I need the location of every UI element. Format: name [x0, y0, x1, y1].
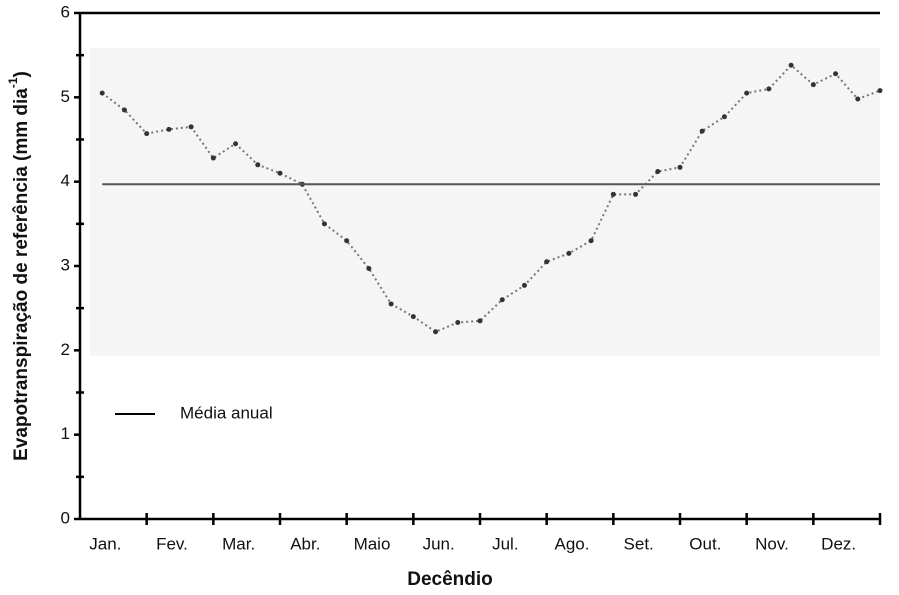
- x-tick-label: Nov.: [755, 534, 789, 553]
- y-tick-label: 5: [61, 87, 70, 106]
- data-point: [699, 128, 705, 134]
- x-tick-label: Dez.: [821, 534, 856, 553]
- data-point: [99, 90, 105, 96]
- data-point: [721, 114, 727, 120]
- data-point: [455, 320, 461, 326]
- x-tick-label: Jun.: [423, 534, 455, 553]
- y-tick-label: 6: [61, 2, 70, 21]
- data-point: [277, 170, 283, 176]
- data-point: [833, 71, 839, 77]
- x-tick-label: Jul.: [492, 534, 518, 553]
- data-point: [877, 88, 883, 94]
- data-point: [766, 86, 772, 92]
- legend-label: Média anual: [180, 403, 273, 422]
- data-point: [188, 124, 194, 130]
- x-tick-label: Maio: [354, 534, 391, 553]
- y-tick-label: 0: [61, 508, 70, 527]
- y-tick-label: 1: [61, 424, 70, 443]
- data-point: [544, 259, 550, 265]
- y-axis-title: Evapotranspiração de referência (mm dia-…: [6, 71, 32, 461]
- x-tick-label: Abr.: [290, 534, 320, 553]
- data-point: [566, 250, 572, 256]
- data-point: [810, 82, 816, 88]
- data-point: [410, 314, 416, 320]
- data-point: [610, 191, 616, 197]
- data-point: [388, 301, 394, 307]
- x-tick-label: Ago.: [555, 534, 590, 553]
- data-point: [433, 329, 439, 335]
- data-point: [499, 297, 505, 303]
- data-point: [588, 238, 594, 244]
- x-axis-title: Decêndio: [407, 569, 493, 590]
- data-point: [521, 282, 527, 288]
- data-point: [344, 238, 350, 244]
- data-point: [855, 96, 861, 102]
- y-axis-title-end: ): [11, 71, 32, 77]
- data-point: [744, 90, 750, 96]
- data-point: [366, 266, 372, 272]
- data-point: [477, 318, 483, 324]
- data-point: [677, 164, 683, 170]
- plot-shade: [90, 48, 880, 356]
- data-point: [166, 126, 172, 132]
- series-line: [101, 63, 881, 333]
- y-tick-label: 4: [61, 171, 70, 190]
- data-point: [233, 141, 239, 147]
- x-tick-label: Set.: [624, 534, 654, 553]
- data-point: [321, 221, 327, 227]
- y-axis-title-main: Evapotranspiração de referência (mm dia: [11, 88, 32, 461]
- x-tick-label: Jan.: [89, 534, 121, 553]
- data-point: [255, 162, 261, 168]
- data-point: [210, 155, 216, 161]
- y-tick-label: 2: [61, 340, 70, 359]
- data-point: [633, 191, 639, 197]
- data-point: [121, 107, 127, 113]
- y-tick-label: 3: [61, 255, 70, 274]
- data-point: [788, 62, 794, 68]
- data-point: [655, 169, 661, 175]
- x-tick-label: Out.: [689, 534, 721, 553]
- x-tick-label: Fev.: [156, 534, 188, 553]
- data-point: [144, 131, 150, 137]
- x-tick-label: Mar.: [222, 534, 255, 553]
- y-axis-title-sup: -1: [6, 77, 20, 88]
